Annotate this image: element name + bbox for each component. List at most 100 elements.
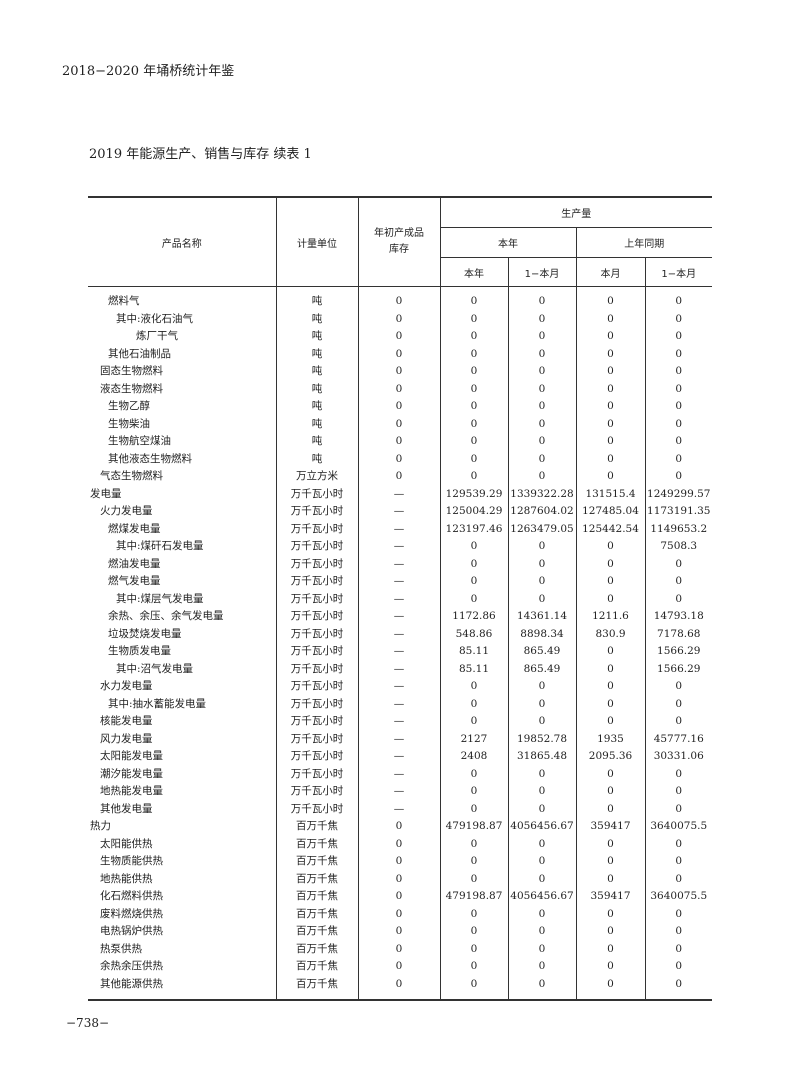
table-row: 生物航空煤油吨 0 0 0 0 0 xyxy=(88,433,712,451)
cell-unit: 万千瓦小时 xyxy=(275,678,359,696)
cell-value-v2: 0 xyxy=(507,678,577,696)
header-unit: 计量单位 xyxy=(275,196,359,287)
cell-unit: 百万千焦 xyxy=(275,975,359,993)
header-sub-this-month: 本月 xyxy=(575,257,646,287)
cell-value-v4: 0 xyxy=(644,555,712,573)
cell-unit: 万千瓦小时 xyxy=(275,520,359,538)
cell-unit: 万千瓦小时 xyxy=(275,625,359,643)
running-head: 2018−2020 年埇桥统计年鉴 xyxy=(62,64,235,79)
cell-value-v4: 7178.68 xyxy=(644,625,712,643)
cell-opening-stock: — xyxy=(357,503,441,521)
cell-value-v1: 129539.29 xyxy=(439,485,509,503)
cell-unit: 百万千焦 xyxy=(275,818,359,836)
cell-unit: 万千瓦小时 xyxy=(275,730,359,748)
cell-value-v2: 0 xyxy=(507,363,577,381)
cell-unit: 万千瓦小时 xyxy=(275,590,359,608)
cell-value-v4: 0 xyxy=(644,853,712,871)
cell-unit: 万千瓦小时 xyxy=(275,765,359,783)
cell-opening-stock: — xyxy=(357,538,441,556)
cell-value-v2: 0 xyxy=(507,398,577,416)
cell-value-v2: 0 xyxy=(507,940,577,958)
cell-opening-stock: — xyxy=(357,730,441,748)
cell-opening-stock: — xyxy=(357,555,441,573)
cell-unit: 吨 xyxy=(275,433,359,451)
cell-value-v2: 0 xyxy=(507,345,577,363)
table-row: 余热、余压、余气发电量 万千瓦小时 —1172.86 14361.14 1211.6 14… xyxy=(88,608,712,626)
cell-opening-stock: — xyxy=(357,643,441,661)
table-row: 固态生物燃料吨 0 0 0 0 0 xyxy=(88,363,712,381)
cell-value-v4: 0 xyxy=(644,695,712,713)
cell-opening-stock: 0 xyxy=(357,870,441,888)
cell-product-name: 生物质发电量 xyxy=(88,643,277,661)
cell-unit: 万千瓦小时 xyxy=(275,695,359,713)
cell-value-v4: 3640075.5 xyxy=(644,888,712,906)
cell-value-v3: 1211.6 xyxy=(575,608,646,626)
cell-value-v4: 1566.29 xyxy=(644,643,712,661)
cell-product-name: 其他液态生物燃料 xyxy=(88,450,277,468)
table-row: 生物乙醇吨 0 0 0 0 0 xyxy=(88,398,712,416)
cell-unit: 吨 xyxy=(275,328,359,346)
cell-opening-stock: — xyxy=(357,713,441,731)
cell-value-v3: 359417 xyxy=(575,818,646,836)
cell-unit: 百万千焦 xyxy=(275,905,359,923)
cell-value-v3: 0 xyxy=(575,958,646,976)
cell-value-v3: 0 xyxy=(575,835,646,853)
cell-value-v4: 0 xyxy=(644,783,712,801)
table-row: 太阳能发电量 万千瓦小时 —2408 31865.48 2095.36 30331.06 xyxy=(88,748,712,766)
table-row: 电热锅炉供热 百万千焦 0 0 0 0 0 xyxy=(88,923,712,941)
cell-value-v2: 0 xyxy=(507,328,577,346)
cell-value-v3: 0 xyxy=(575,713,646,731)
cell-value-v4: 0 xyxy=(644,958,712,976)
table-row: 火力发电量 万千瓦小时 —125004.29 1287604.02 127485.04 1… xyxy=(88,503,712,521)
table-row: 化石燃料供热 百万千焦 0 479198.87 4056456.67 359417 3640… xyxy=(88,888,712,906)
cell-product-name: 其中:液化石油气 xyxy=(88,310,277,328)
cell-value-v4: 0 xyxy=(644,415,712,433)
header-sub-jan-to-month: 1−本月 xyxy=(507,257,577,287)
cell-unit: 百万千焦 xyxy=(275,870,359,888)
cell-value-v3: 0 xyxy=(575,328,646,346)
table-row: 太阳能供热 百万千焦 0 0 0 0 0 xyxy=(88,835,712,853)
cell-value-v2: 0 xyxy=(507,923,577,941)
cell-opening-stock: — xyxy=(357,800,441,818)
cell-value-v4: 0 xyxy=(644,293,712,311)
cell-unit: 吨 xyxy=(275,293,359,311)
cell-unit: 吨 xyxy=(275,398,359,416)
cell-value-v3: 0 xyxy=(575,695,646,713)
table-row: 液态生物燃料吨 0 0 0 0 0 xyxy=(88,380,712,398)
page-number: −738− xyxy=(66,1016,110,1030)
cell-product-name: 化石燃料供热 xyxy=(88,888,277,906)
cell-product-name: 燃煤发电量 xyxy=(88,520,277,538)
cell-value-v2: 14361.14 xyxy=(507,608,577,626)
cell-value-v3: 0 xyxy=(575,783,646,801)
cell-product-name: 燃油发电量 xyxy=(88,555,277,573)
cell-unit: 吨 xyxy=(275,450,359,468)
cell-unit: 吨 xyxy=(275,310,359,328)
cell-value-v4: 0 xyxy=(644,870,712,888)
cell-value-v1: 85.11 xyxy=(439,660,509,678)
cell-value-v4: 0 xyxy=(644,765,712,783)
cell-value-v1: 0 xyxy=(439,450,509,468)
cell-opening-stock: — xyxy=(357,765,441,783)
cell-product-name: 太阳能供热 xyxy=(88,835,277,853)
cell-value-v2: 4056456.67 xyxy=(507,818,577,836)
cell-product-name: 潮汐能发电量 xyxy=(88,765,277,783)
cell-product-name: 余热、余压、余气发电量 xyxy=(88,608,277,626)
cell-value-v3: 0 xyxy=(575,468,646,486)
cell-value-v1: 0 xyxy=(439,695,509,713)
cell-value-v4: 30331.06 xyxy=(644,748,712,766)
cell-product-name: 生物柴油 xyxy=(88,415,277,433)
cell-value-v3: 0 xyxy=(575,345,646,363)
cell-value-v1: 0 xyxy=(439,835,509,853)
cell-value-v2: 0 xyxy=(507,415,577,433)
cell-unit: 万千瓦小时 xyxy=(275,608,359,626)
cell-opening-stock: — xyxy=(357,678,441,696)
cell-value-v4: 0 xyxy=(644,345,712,363)
table-row: 其中:沼气发电量 万千瓦小时 —85.11 865.49 0 1566.29 xyxy=(88,660,712,678)
table-row: 垃圾焚烧发电量 万千瓦小时 —548.86 8898.34 830.9 7178.68 xyxy=(88,625,712,643)
cell-unit: 万立方米 xyxy=(275,468,359,486)
cell-opening-stock: 0 xyxy=(357,923,441,941)
cell-opening-stock: — xyxy=(357,590,441,608)
cell-opening-stock: 0 xyxy=(357,328,441,346)
cell-value-v1: 0 xyxy=(439,538,509,556)
cell-value-v2: 19852.78 xyxy=(507,730,577,748)
